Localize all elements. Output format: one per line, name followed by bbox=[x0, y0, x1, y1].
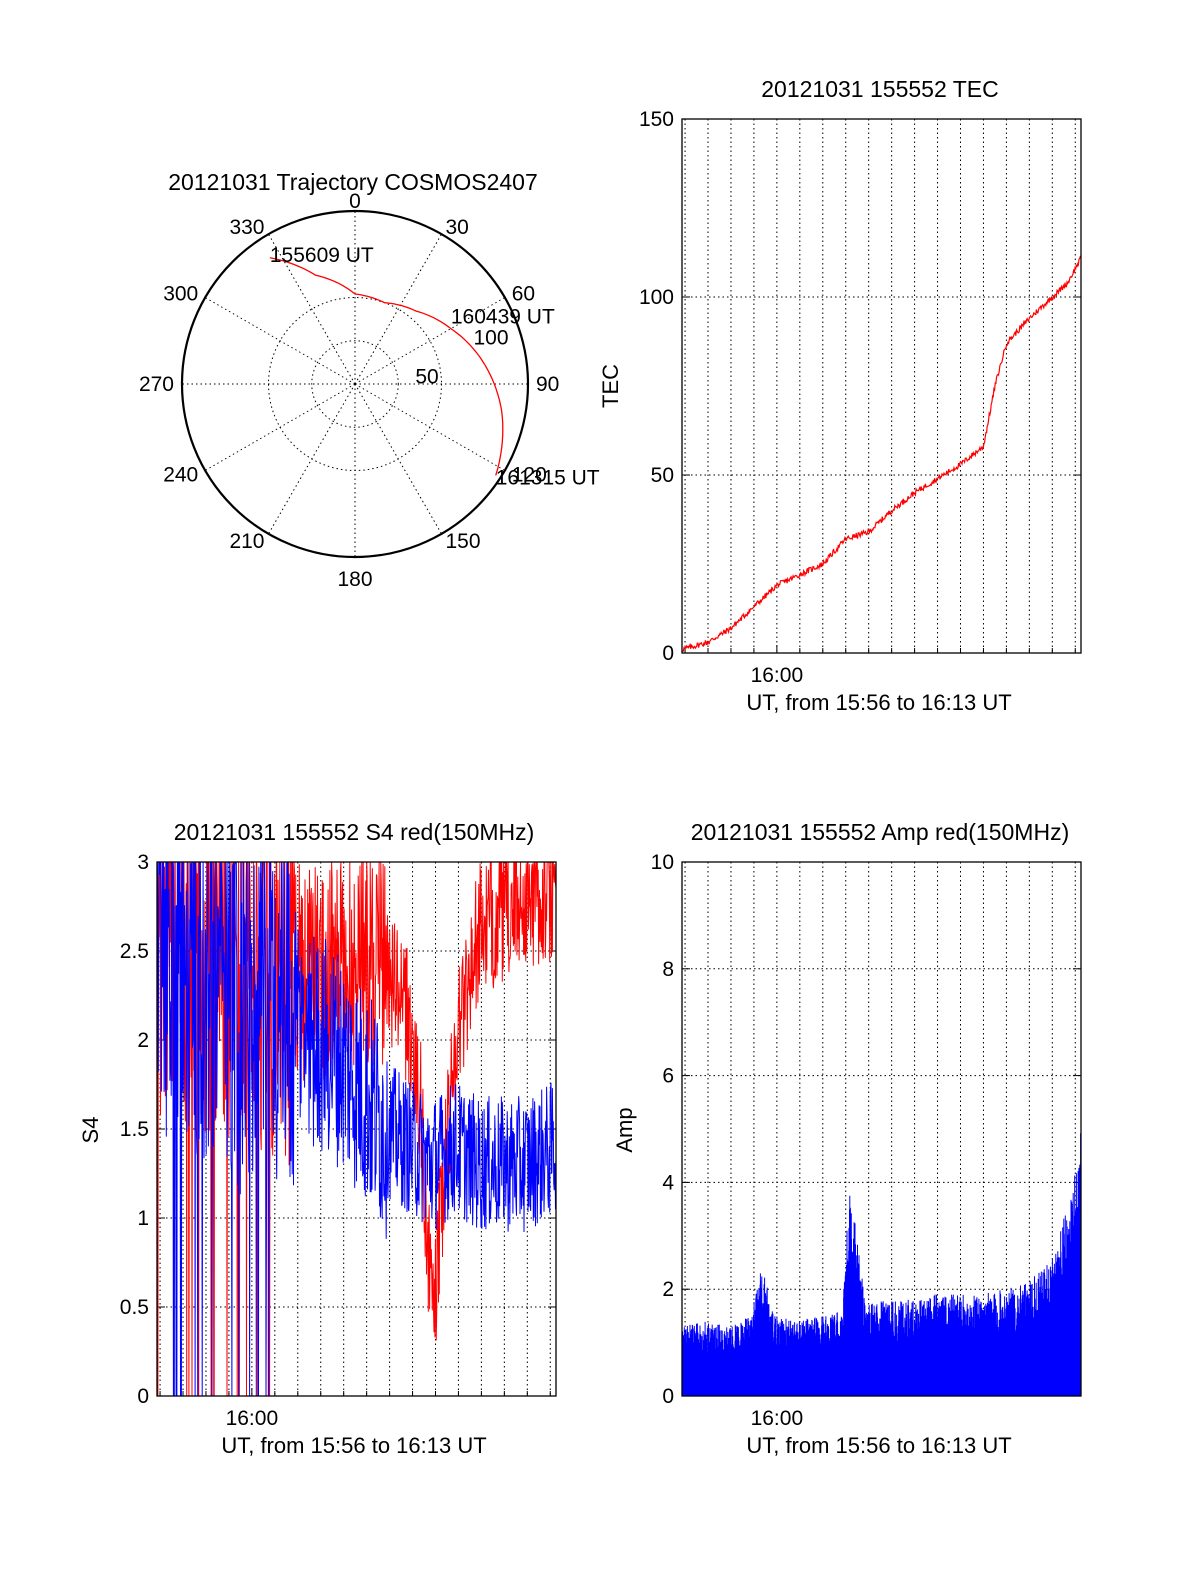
s4-x-axis-label: UT, from 15:56 to 16:13 UT bbox=[221, 1433, 486, 1458]
polar-azimuth-label: 30 bbox=[446, 216, 469, 239]
trajectory-time-label: 161315 UT bbox=[496, 466, 600, 489]
amp-ytick-label: 2 bbox=[662, 1278, 674, 1301]
polar-azimuth-label: 210 bbox=[229, 530, 264, 553]
polar-azimuth-label: 300 bbox=[163, 283, 198, 306]
polar-azimuth-label: 0 bbox=[349, 190, 361, 213]
amp-panel: 20121031 155552 Amp red(150MHz) UT, from… bbox=[612, 819, 1082, 1458]
polar-azimuth-label: 270 bbox=[139, 373, 174, 396]
tec-ytick-label: 0 bbox=[662, 642, 674, 665]
s4-ytick-label: 2.5 bbox=[120, 940, 149, 963]
s4-plot-frame bbox=[156, 861, 557, 1397]
trajectory-time-label: 155609 UT bbox=[270, 244, 374, 267]
tec-y-axis-label: TEC bbox=[598, 364, 623, 408]
polar-ring-label: 100 bbox=[473, 327, 508, 350]
polar-azimuth-label: 330 bbox=[229, 216, 264, 239]
s4-y-axis-label: S4 bbox=[78, 1117, 103, 1144]
polar-ring-25 bbox=[311, 340, 399, 428]
tec-x-axis-label: UT, from 15:56 to 16:13 UT bbox=[746, 690, 1011, 715]
amp-xtick-label: 16:00 bbox=[751, 1407, 804, 1430]
amp-title: 20121031 155552 Amp red(150MHz) bbox=[691, 819, 1069, 845]
s4-ytick-label: 0 bbox=[137, 1385, 149, 1408]
amp-ytick-label: 0 bbox=[662, 1385, 674, 1408]
tec-series-line bbox=[681, 255, 1082, 652]
polar-azimuth-label: 120 bbox=[512, 464, 547, 487]
s4-ytick-label: 3 bbox=[137, 851, 149, 874]
s4-ytick-label: 0.5 bbox=[120, 1296, 149, 1319]
polar-spoke-300 bbox=[204, 297, 356, 385]
tec-ytick-label: 100 bbox=[639, 286, 674, 309]
polar-spoke-330 bbox=[268, 233, 356, 385]
amp-series-line bbox=[681, 1133, 1082, 1396]
polar-outer-circle bbox=[180, 209, 530, 559]
amp-y-axis-label: Amp bbox=[612, 1107, 637, 1152]
polar-spoke-120 bbox=[354, 383, 506, 471]
amp-ytick-label: 8 bbox=[662, 958, 674, 981]
polar-azimuth-label: 240 bbox=[163, 464, 198, 487]
trajectory-polar-panel: 20121031 Trajectory COSMOS2407 0 30 60 90 12… bbox=[139, 169, 600, 591]
tec-plot-frame bbox=[681, 118, 1082, 654]
polar-ring-label: 50 bbox=[415, 365, 438, 388]
polar-spoke-150 bbox=[354, 383, 442, 535]
polar-spoke-60 bbox=[354, 297, 506, 385]
trajectory-line bbox=[269, 257, 504, 476]
polar-spoke-30 bbox=[354, 233, 442, 385]
s4-ytick-label: 2 bbox=[137, 1029, 149, 1052]
amp-plot-frame bbox=[681, 861, 1082, 1397]
polar-spoke-240 bbox=[204, 383, 356, 471]
amp-ytick-label: 6 bbox=[662, 1065, 674, 1088]
s4-panel: 20121031 155552 S4 red(150MHz) UT, from … bbox=[78, 819, 557, 1458]
polar-azimuth-label: 150 bbox=[446, 530, 481, 553]
trajectory-title: 20121031 Trajectory COSMOS2407 bbox=[168, 169, 537, 195]
tec-title: 20121031 155552 TEC bbox=[761, 76, 998, 102]
s4-xtick-label: 16:00 bbox=[226, 1407, 279, 1430]
tec-ytick-label: 50 bbox=[651, 464, 674, 487]
polar-azimuth-label: 180 bbox=[337, 568, 372, 591]
s4-title: 20121031 155552 S4 red(150MHz) bbox=[174, 819, 535, 845]
polar-spoke-210 bbox=[268, 383, 356, 535]
amp-x-axis-label: UT, from 15:56 to 16:13 UT bbox=[746, 1433, 1011, 1458]
s4-ytick-label: 1 bbox=[137, 1207, 149, 1230]
polar-azimuth-label: 60 bbox=[512, 283, 535, 306]
s4-ytick-label: 1.5 bbox=[120, 1118, 149, 1141]
trajectory-time-label: 160439 UT bbox=[451, 306, 555, 329]
tec-ytick-label: 150 bbox=[639, 108, 674, 131]
s4-series-line-blue bbox=[157, 862, 556, 1396]
polar-azimuth-label: 90 bbox=[536, 373, 559, 396]
amp-ytick-label: 10 bbox=[651, 851, 674, 874]
tec-panel: 20121031 155552 TEC UT, from 15:56 to 16… bbox=[598, 76, 1082, 715]
amp-ytick-label: 4 bbox=[662, 1171, 674, 1194]
tec-xtick-label: 16:00 bbox=[751, 664, 804, 687]
